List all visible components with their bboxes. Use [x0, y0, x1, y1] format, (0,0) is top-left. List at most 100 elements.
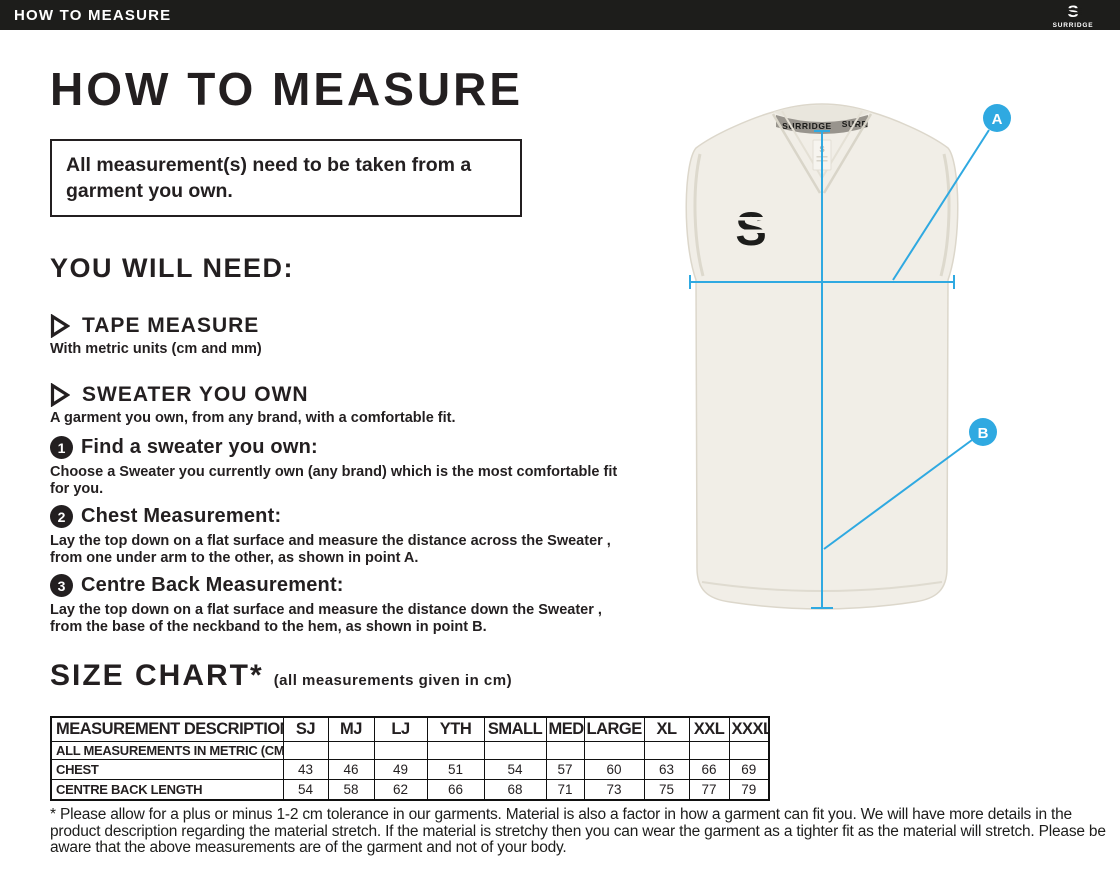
table-header-cell: SMALL [483, 716, 547, 742]
step-2: 2 Chest Measurement: Lay the top down on… [50, 505, 1112, 567]
table-header-cell: YTH [426, 716, 485, 742]
need-item-tape-measure: TAPE MEASURE With metric units (cm and m… [50, 314, 1112, 358]
table-row-label: CHEST [50, 759, 284, 780]
table-cell: 69 [728, 759, 770, 780]
surridge-logo: S SURRIDGE [1036, 3, 1110, 30]
need-item-sweater: SWEATER YOU OWN A garment you own, from … [50, 383, 1112, 427]
table-cell: 68 [483, 779, 547, 801]
size-chart-subtitle: (all measurements given in cm) [273, 672, 513, 689]
table-header-cell: MJ [327, 716, 375, 742]
measurement-lines [689, 129, 990, 609]
table-cell: 57 [545, 759, 585, 780]
table-cell [426, 741, 485, 760]
table-header-row: MEASUREMENT DESCRIPTION SJ MJ LJ YTH SMA… [50, 716, 770, 742]
main-content: HOW TO MEASURE All measurement(s) need t… [50, 30, 1112, 857]
step-1: 1 Find a sweater you own: Choose a Sweat… [50, 436, 1112, 498]
table-cell [545, 741, 585, 760]
point-b-label: B [978, 425, 989, 442]
table-cell: 54 [282, 779, 329, 801]
garment-measurement-diagram: SURRIDGE SURR S S [640, 90, 1120, 670]
table-header-cell: XL [643, 716, 690, 742]
armhole-shading-left [693, 153, 705, 277]
table-cell [728, 741, 770, 760]
measurement-notice: All measurement(s) need to be taken from… [50, 139, 522, 217]
triangle-bullet-icon [50, 314, 70, 338]
collar-band [776, 115, 868, 134]
table-cell [373, 741, 428, 760]
table-cell [643, 741, 690, 760]
table-cell: 75 [643, 779, 690, 801]
table-header-cell: XXL [688, 716, 730, 742]
surridge-logo-s: S [1067, 3, 1078, 21]
step-3: 3 Centre Back Measurement: Lay the top d… [50, 574, 1112, 636]
table-row: CHEST 43 46 49 51 54 57 60 63 66 69 [50, 759, 770, 780]
section-header-title: HOW TO MEASURE [14, 6, 172, 24]
table-cell [483, 741, 547, 760]
step-2-title: Chest Measurement: [81, 505, 282, 527]
table-row-label: ALL MEASUREMENTS IN METRIC (CM) [50, 741, 284, 760]
page-title: HOW TO MEASURE [50, 63, 524, 115]
step-2-badge: 2 [50, 505, 73, 528]
triangle-bullet-icon [50, 383, 70, 407]
table-row: CENTRE BACK LENGTH 54 58 62 66 68 71 73 … [50, 779, 770, 801]
table-cell: 54 [483, 759, 547, 780]
leader-line-b [823, 439, 973, 550]
point-a-badge: A [983, 104, 1011, 132]
table-header-cell: MED [545, 716, 585, 742]
step-3-title: Centre Back Measurement: [81, 574, 344, 596]
table-cell [688, 741, 730, 760]
table-cell: 46 [327, 759, 375, 780]
table-cell [327, 741, 375, 760]
step-2-description: Lay the top down on a flat surface and m… [50, 533, 611, 566]
slipover-diagram-svg: SURRIDGE SURR S S [685, 103, 1011, 610]
table-header-cell: XXXL [728, 716, 770, 742]
table-cell [282, 741, 329, 760]
vneck-collar-outer-edge [771, 113, 873, 194]
point-a-label: A [992, 111, 1003, 128]
table-cell: 71 [545, 779, 585, 801]
need-item-description: A garment you own, from any brand, with … [50, 410, 456, 426]
you-will-need-heading: YOU WILL NEED: [50, 253, 295, 283]
section-header-bar: HOW TO MEASURE S SURRIDGE [0, 0, 1120, 30]
table-cell: 58 [327, 779, 375, 801]
need-item-title: SWEATER YOU OWN [82, 383, 309, 406]
table-header-cell: LJ [373, 716, 428, 742]
table-cell: 66 [426, 779, 485, 801]
table-cell: 49 [373, 759, 428, 780]
table-cell: 73 [583, 779, 645, 801]
step-1-badge: 1 [50, 436, 73, 459]
chest-logo: S [732, 202, 770, 255]
step-3-description: Lay the top down on a flat surface and m… [50, 602, 602, 635]
need-item-description: With metric units (cm and mm) [50, 341, 262, 357]
table-cell: 51 [426, 759, 485, 780]
collar-inner [773, 105, 871, 123]
surridge-logo-wordmark: SURRIDGE [1053, 22, 1094, 29]
step-3-badge: 3 [50, 574, 73, 597]
size-chart-heading: SIZE CHART* (all measurements given in c… [50, 659, 1112, 693]
size-chart-title: SIZE CHART* [50, 659, 264, 692]
armhole-shading-right [939, 153, 951, 277]
table-cell: 60 [583, 759, 645, 780]
table-cell: 43 [282, 759, 329, 780]
table-cell: 62 [373, 779, 428, 801]
size-chart-table: MEASUREMENT DESCRIPTION SJ MJ LJ YTH SMA… [50, 716, 770, 801]
step-1-description: Choose a Sweater you currently own (any … [50, 464, 618, 497]
table-cell: 79 [728, 779, 770, 801]
table-cell: 66 [688, 759, 730, 780]
leader-line-a [892, 129, 990, 281]
collar-brand-text: SURRIDGE [782, 121, 832, 131]
tolerance-footnote: * Please allow for a plus or minus 1-2 c… [50, 806, 1106, 856]
surridge-logo-icon: S SURRIDGE [1053, 3, 1094, 29]
table-cell: 77 [688, 779, 730, 801]
step-1-title: Find a sweater you own: [81, 436, 318, 458]
table-cell [583, 741, 645, 760]
table-row-label: CENTRE BACK LENGTH [50, 779, 284, 801]
table-header-cell: LARGE [583, 716, 645, 742]
point-b-badge: B [969, 418, 997, 446]
table-header-cell: SJ [282, 716, 329, 742]
need-item-title: TAPE MEASURE [82, 314, 260, 337]
table-row: ALL MEASUREMENTS IN METRIC (CM) [50, 741, 770, 760]
table-cell: 63 [643, 759, 690, 780]
table-header-cell: MEASUREMENT DESCRIPTION [50, 716, 284, 742]
